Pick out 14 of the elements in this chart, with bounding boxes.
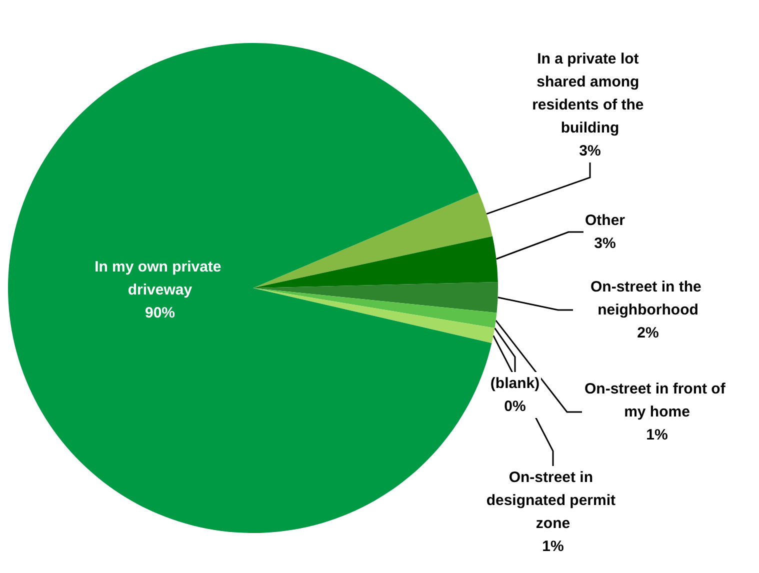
slice-label: In my own private driveway — [94, 258, 226, 298]
data-label: 3% — [579, 142, 601, 160]
slice-label: Other — [584, 212, 626, 229]
data-label: 1% — [542, 538, 564, 555]
data-label: 90% — [144, 304, 176, 322]
text: 0% — [504, 398, 526, 415]
data-label: 1% — [646, 426, 668, 444]
slice-label: In a private lot shared among residents of the building — [532, 50, 648, 136]
slice-label: On-street in the neighborhood — [590, 278, 706, 318]
slice-label: On-street in front of my home — [584, 380, 730, 420]
category-label: (blank) — [490, 375, 540, 392]
slice-label: On-street in designated permit zone — [486, 469, 620, 532]
data-label: 2% — [637, 324, 659, 342]
data-label: 3% — [594, 235, 616, 252]
